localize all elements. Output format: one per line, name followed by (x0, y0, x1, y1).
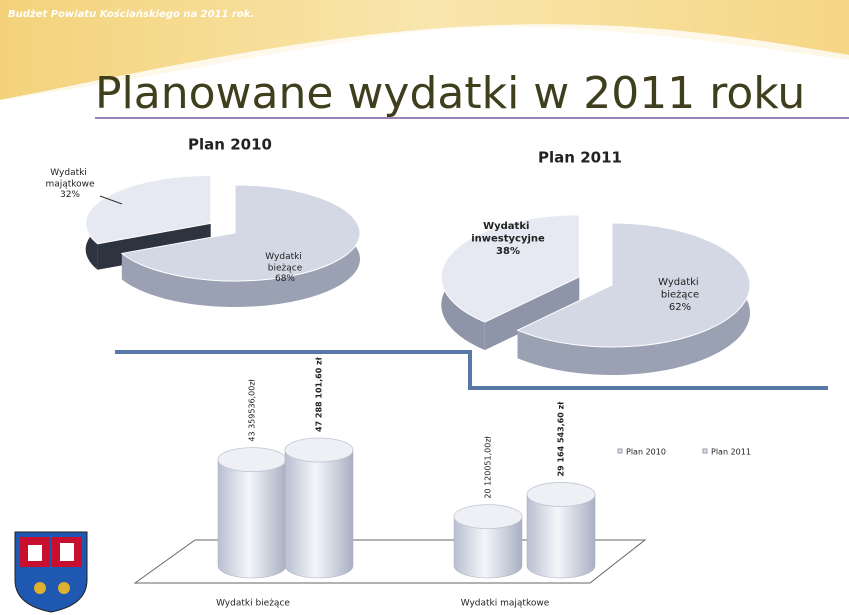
slice-value-label: 62% (669, 302, 691, 313)
slice-face (484, 276, 580, 351)
cylinder-top (453, 504, 523, 530)
pie (85, 174, 361, 307)
coat-of-arms (14, 531, 88, 613)
legend-label: Plan 2011 (711, 448, 751, 457)
slice-label: Wydatki bieżące (265, 252, 304, 273)
slice-label: Wydatki inwestycyjne (471, 221, 545, 245)
value-label: 29 164 543,60 zł (557, 401, 566, 477)
value-label: 47 288 101,60 zł (315, 356, 324, 432)
slice-label: Wydatki majątkowe (45, 168, 95, 189)
cylinder-bar (526, 494, 596, 579)
pie-slice (516, 222, 751, 348)
header-swoosh-light (0, 24, 849, 109)
legend-swatch (702, 448, 708, 454)
pie-slice (120, 184, 361, 282)
legend-swatch (617, 448, 623, 454)
legend-label: Plan 2010 (626, 448, 666, 457)
cylinder-top (526, 482, 596, 507)
cylinder-bar (453, 516, 523, 579)
header-text: Budżet Powiatu Kościańskiego na 2011 rok… (8, 8, 254, 20)
value-label: 20 120051,00zł (484, 435, 493, 498)
leader-line (99, 195, 123, 205)
cylinder-top (217, 447, 287, 473)
cylinder-bar (217, 459, 287, 579)
slice-value-label: 68% (275, 274, 295, 284)
header-swoosh (0, 0, 849, 100)
value-label: 43 359536,00zł (248, 378, 257, 441)
cylinder-top (284, 437, 354, 463)
slide-title: Planowane wydatki w 2011 roku (95, 68, 805, 119)
pie-slice (440, 214, 580, 323)
slice-value-label: 32% (60, 190, 80, 200)
cylinder-bar (284, 449, 354, 579)
pie-title: Plan 2010 (188, 136, 272, 154)
pie-title: Plan 2011 (538, 149, 622, 167)
slice-label: Wydatki bieżące (658, 277, 702, 301)
x-category-label: Wydatki bieżące (216, 599, 290, 609)
slice-value-label: 38% (496, 246, 520, 257)
pie (440, 214, 751, 376)
x-category-label: Wydatki majątkowe (461, 599, 550, 609)
divider-line (115, 350, 828, 390)
